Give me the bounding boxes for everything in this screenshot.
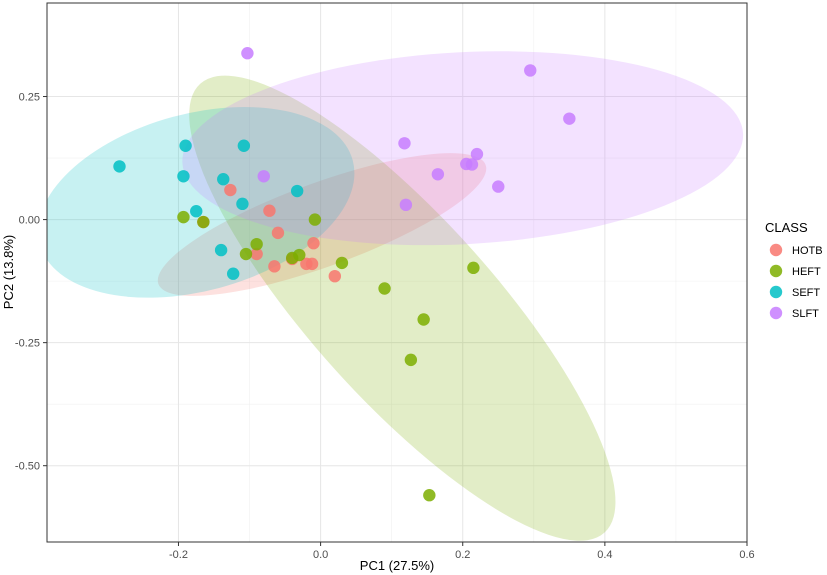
point-seft [214,243,228,257]
point-hotb [307,237,320,250]
point-slft [431,168,445,181]
panel-border [46,2,748,543]
point-seft [179,139,192,152]
point-heft [467,261,480,275]
legend-label-heft: HEFT [792,266,821,278]
gridlines [47,3,748,542]
ellipse-seft [47,107,355,298]
point-slft [563,112,576,125]
point-hotb [224,183,237,197]
point-slft [241,47,254,60]
panel-background [47,3,747,542]
point-seft [217,173,230,186]
legend-key-slft [769,306,783,320]
point-heft [250,237,263,251]
x-tick-label: -0.2 [169,549,188,561]
legend: CLASS HOTB HEFT SEFT SLFT [765,220,823,320]
point-heft [308,213,322,226]
y-tick-label: 0.00 [19,215,40,227]
x-tick-label: 0.6 [739,549,754,561]
x-tick-label: 0.4 [597,549,612,561]
point-slft [399,198,413,212]
point-slft [492,180,505,193]
x-tick-label: 0.0 [313,549,328,561]
point-seft [236,197,249,211]
point-seft [177,170,190,183]
ellipse-hotb [157,153,487,296]
legend-key-heft [769,264,783,278]
point-hotb [328,269,342,283]
point-slft [470,147,484,161]
point-heft [285,251,299,265]
point-slft [465,158,479,171]
point-heft [177,210,190,224]
point-slft [398,137,411,150]
legend-label-slft: SLFT [792,308,819,320]
legend-key-seft [769,285,783,299]
point-hotb [271,226,285,240]
y-tick-label: -0.25 [15,338,40,350]
point-seft [113,160,126,173]
y-axis-title: PC2 (13.8%) [1,235,16,309]
point-slft [524,64,537,77]
point-heft [197,215,210,229]
legend-key-hotb [769,243,783,257]
point-hotb [268,260,281,273]
point-heft [335,256,349,270]
point-seft [290,184,304,198]
point-seft [237,139,251,152]
y-tick-label: -0.50 [15,461,40,473]
legend-title: CLASS [765,220,808,235]
point-heft [378,282,391,295]
legend-label-hotb: HOTB [792,245,823,257]
legend-label-seft: SEFT [792,287,820,299]
data-points [113,47,576,502]
x-axis: -0.2 0.0 0.2 0.4 0.6 [169,542,755,561]
point-hotb [305,257,319,271]
point-heft [417,313,430,326]
y-axis: -0.50 -0.25 0.00 0.25 [15,92,47,473]
point-heft [423,489,436,502]
x-axis-title: PC1 (27.5%) [360,558,434,573]
point-slft [257,170,270,183]
point-hotb [263,204,276,217]
point-heft [239,247,253,261]
y-tick-label: 0.25 [19,92,40,104]
x-tick-label: 0.2 [455,549,470,561]
point-hotb [250,247,263,261]
ellipse-slft [182,51,744,246]
point-seft [190,205,203,218]
point-heft [404,353,418,367]
point-seft [226,267,240,280]
